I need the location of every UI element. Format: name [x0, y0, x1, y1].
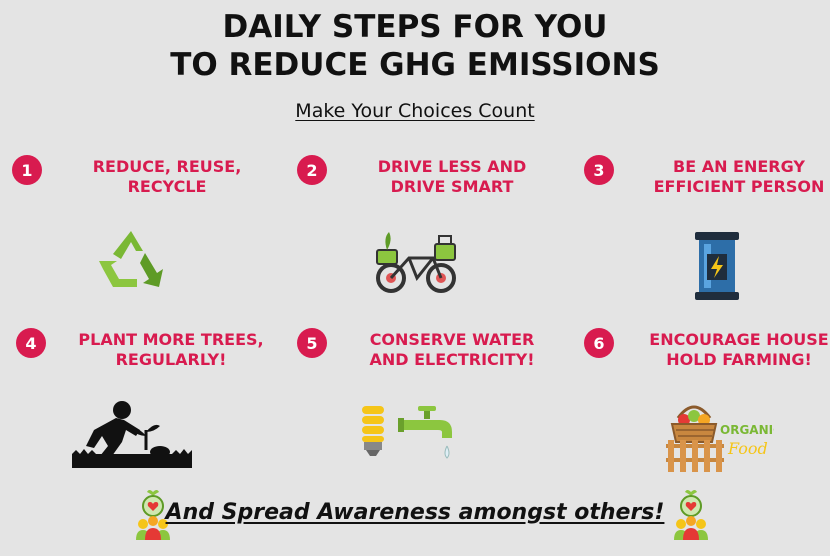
bicycle-icon	[375, 230, 459, 300]
title-line-1: DAILY STEPS FOR YOU	[222, 9, 608, 45]
step-3: 3 BE AN ENERGY EFFICIENT PERSON	[584, 155, 830, 215]
community-awareness-icon	[135, 488, 171, 546]
step-label: CONSERVE WATER AND ELECTRICITY!	[369, 330, 535, 369]
step-number-badge: 2	[297, 155, 327, 185]
planting-icon	[72, 400, 192, 474]
organic-label: ORGANIC	[720, 423, 774, 437]
community-awareness-icon	[673, 488, 709, 546]
step-5: 5 CONSERVE WATER AND ELECTRICITY!	[297, 328, 567, 388]
page-title: DAILY STEPS FOR YOU TO REDUCE GHG EMISSI…	[0, 8, 830, 84]
step-number-badge: 5	[297, 328, 327, 358]
title-line-2: TO REDUCE GHG EMISSIONS	[170, 47, 660, 83]
step-number-badge: 6	[584, 328, 614, 358]
step-6: 6 ENCOURAGE HOUSE HOLD FARMING!	[584, 328, 830, 388]
step-label: PLANT MORE TREES, REGULARLY!	[78, 330, 264, 369]
step-number-badge: 1	[12, 155, 42, 185]
step-label: ENCOURAGE HOUSE HOLD FARMING!	[649, 330, 829, 369]
step-2: 2 DRIVE LESS AND DRIVE SMART	[297, 155, 567, 215]
organic-food-basket-icon: ORGANIC Food	[664, 398, 782, 478]
step-number-badge: 4	[16, 328, 46, 358]
battery-icon	[695, 230, 739, 306]
step-number-badge: 3	[584, 155, 614, 185]
footer-message: And Spread Awareness amongst others!	[165, 500, 665, 525]
recycle-icon	[93, 225, 169, 299]
step-label: REDUCE, REUSE, RECYCLE	[92, 157, 242, 196]
food-label: Food	[727, 439, 768, 458]
subtitle: Make Your Choices Count	[295, 100, 535, 122]
step-label: BE AN ENERGY EFFICIENT PERSON	[653, 157, 825, 196]
bulb-and-tap-icon	[358, 402, 458, 472]
step-4: 4 PLANT MORE TREES, REGULARLY!	[16, 328, 286, 388]
step-label: DRIVE LESS AND DRIVE SMART	[377, 157, 527, 196]
step-1: 1 REDUCE, REUSE, RECYCLE	[12, 155, 282, 215]
